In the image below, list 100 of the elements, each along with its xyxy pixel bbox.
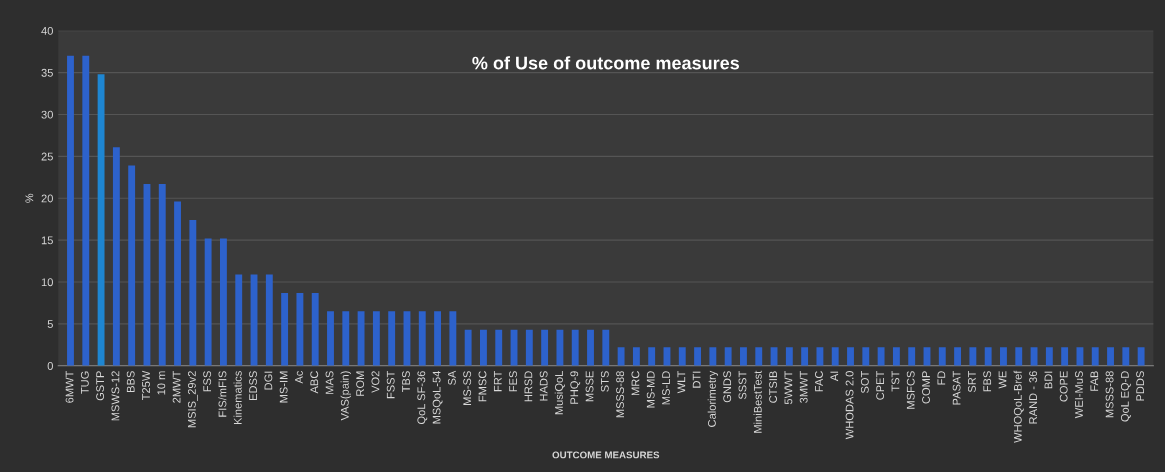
bar	[831, 347, 839, 366]
x-tick-label: MSSE	[585, 371, 594, 402]
bar	[709, 347, 717, 366]
bar	[1061, 347, 1069, 366]
x-tick-label: SA	[447, 370, 456, 385]
y-tick-label: 20	[41, 194, 53, 203]
bar	[602, 329, 610, 366]
x-tick-label: 3MWT	[799, 370, 808, 403]
bar	[816, 347, 824, 366]
bar	[327, 311, 334, 366]
x-tick-label: PHQ-9	[570, 371, 581, 404]
x-tick-label: GNDS	[723, 371, 732, 403]
x-tick-label: WHOQoL-Bref	[1013, 370, 1024, 443]
bar	[1107, 347, 1114, 366]
bar	[1122, 347, 1130, 366]
bar	[938, 347, 946, 366]
bar	[418, 311, 426, 366]
y-tick-label: 35	[41, 68, 53, 77]
bar	[648, 347, 656, 366]
x-tick-label: 6MWT	[65, 370, 74, 403]
bar	[235, 274, 243, 366]
bar	[388, 311, 396, 366]
x-tick-label: Kinematics	[233, 371, 242, 425]
x-tick-label: MAS	[325, 371, 334, 394]
x-tick-label: MSIS_29v2	[187, 371, 198, 428]
x-tick-label: MSSS-88	[616, 371, 625, 418]
x-tick-label: TUG	[80, 371, 89, 394]
bar	[97, 74, 105, 366]
x-tick-label: HADS	[539, 371, 548, 401]
x-tick-label: PDDS	[1136, 371, 1145, 401]
bar	[480, 329, 487, 366]
x-tick-label: FD	[937, 371, 946, 385]
x-tick-label: RAND - 36	[1029, 371, 1038, 424]
bar	[1137, 347, 1145, 366]
x-tick-label: WEI-MuS	[1075, 371, 1083, 419]
bar	[984, 347, 992, 366]
x-tick-label: BDI	[1044, 371, 1053, 389]
bar	[265, 274, 273, 366]
bar	[908, 347, 916, 366]
x-tick-label: MSFCS	[906, 371, 915, 409]
bar	[174, 201, 181, 366]
bar	[1076, 347, 1084, 366]
x-axis-title: OUTCOME MEASURES	[552, 451, 660, 459]
bar	[862, 347, 870, 366]
x-tick-label: MS-SS	[463, 371, 472, 405]
x-tick-label: 5WWT	[784, 370, 793, 405]
bar	[632, 347, 640, 366]
x-tick-label: MS-IM	[279, 371, 288, 403]
bar	[67, 55, 74, 366]
x-tick-label: MS-LD	[662, 371, 670, 405]
bar	[1000, 347, 1007, 366]
bar	[969, 347, 977, 366]
y-tick-label: 10	[41, 278, 53, 287]
bar	[801, 347, 809, 366]
bar	[372, 311, 380, 366]
bar	[357, 311, 365, 366]
bar	[678, 347, 686, 366]
x-tick-label: WLT	[677, 370, 686, 394]
x-tick-label: DTI	[692, 371, 701, 388]
x-tick-label: FRT	[493, 370, 502, 392]
x-tick-label: PASAT	[952, 370, 961, 405]
x-tick-label: STS	[600, 371, 609, 392]
x-tick-label: FSST	[386, 370, 395, 399]
bar	[342, 311, 350, 366]
x-tick-label: DGI	[264, 371, 273, 390]
x-tick-label: MS-MD	[646, 371, 655, 408]
x-tick-label: EDSS	[249, 371, 257, 401]
bar	[128, 165, 136, 366]
y-tick-label: 15	[41, 236, 53, 245]
bar	[694, 347, 702, 366]
x-tick-label: COPE	[1059, 371, 1068, 402]
x-tick-label: WE	[998, 371, 1007, 389]
bar	[847, 347, 854, 366]
x-tick-label: VAS(pain)	[340, 371, 351, 421]
x-tick-label: WHODAS 2.0	[845, 371, 854, 440]
y-tick-label: 40	[41, 26, 53, 35]
x-tick-label: TST	[891, 370, 900, 392]
bar	[740, 347, 747, 366]
bar	[1015, 347, 1023, 366]
x-tick-label: QoL EQ-D	[1120, 371, 1131, 422]
y-tick-label: 30	[41, 110, 53, 119]
bar	[587, 329, 594, 366]
x-tick-label: AI	[830, 371, 839, 382]
x-tick-label: ABC	[310, 371, 319, 394]
x-tick-label: MusiQoL	[554, 371, 565, 415]
bar	[219, 238, 227, 366]
bar	[755, 347, 763, 366]
x-tick-label: TBS	[402, 371, 410, 393]
bar	[541, 329, 549, 366]
x-tick-label: FBS	[983, 371, 992, 392]
bar	[464, 329, 472, 366]
y-axis-title: %	[25, 193, 34, 203]
x-tick-label: FMSC	[478, 371, 487, 402]
x-tick-label: COMP	[922, 371, 930, 404]
y-tick-label: 25	[41, 152, 53, 161]
bar	[296, 292, 304, 366]
x-tick-label: MSWS-12	[111, 371, 120, 421]
x-tick-label: SSST	[738, 370, 747, 400]
x-tick-label: FAC	[815, 371, 823, 392]
bar	[82, 55, 90, 366]
